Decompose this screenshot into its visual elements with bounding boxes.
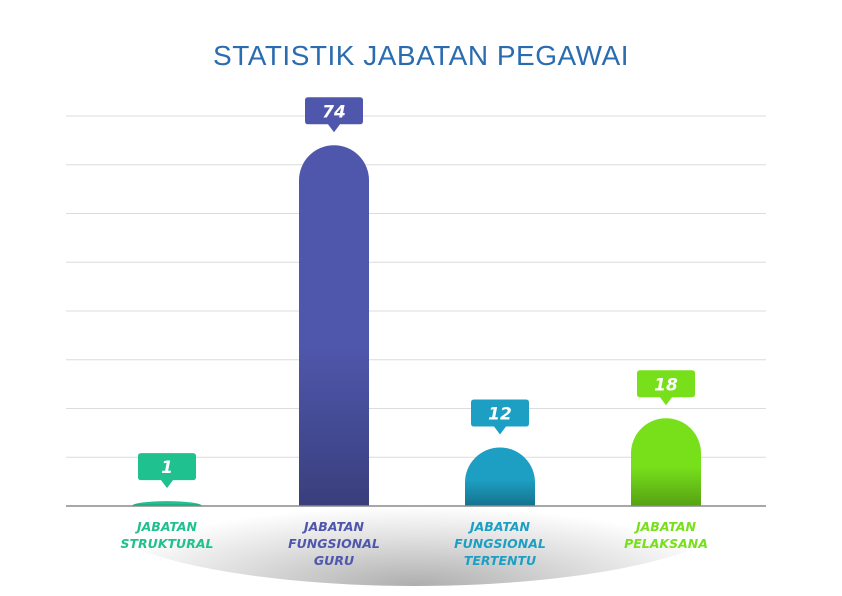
x-tick-label: JABATAN PELAKSANA: [624, 519, 708, 551]
value-callout: [138, 453, 196, 489]
x-tick-label: JABATAN STRUKTURAL: [121, 519, 214, 551]
category-labels: JABATAN STRUKTURAL JABATAN FUNGSIONAL GURU JA…: [121, 519, 708, 568]
gridlines: [66, 115, 766, 458]
data-label: 12: [488, 405, 512, 425]
bar-shade: [299, 145, 369, 506]
bar-shade: [132, 501, 202, 506]
chart-title: STATISTIK JABATAN PEGAWAI: [213, 40, 629, 71]
value-callout: [305, 97, 363, 133]
value-callout: [637, 370, 695, 406]
bars: 1 74 12 18: [132, 97, 701, 506]
value-callout: [471, 399, 529, 435]
bar-shade: [631, 418, 701, 506]
bar-shade: [465, 447, 535, 506]
data-label: 1: [161, 458, 173, 478]
data-label: 74: [322, 102, 346, 122]
data-label: 18: [654, 375, 678, 395]
x-tick-label: JABATAN FUNGSIONAL TERTENTU: [454, 519, 546, 568]
x-tick-label: JABATAN FUNGSIONAL GURU: [288, 519, 380, 568]
